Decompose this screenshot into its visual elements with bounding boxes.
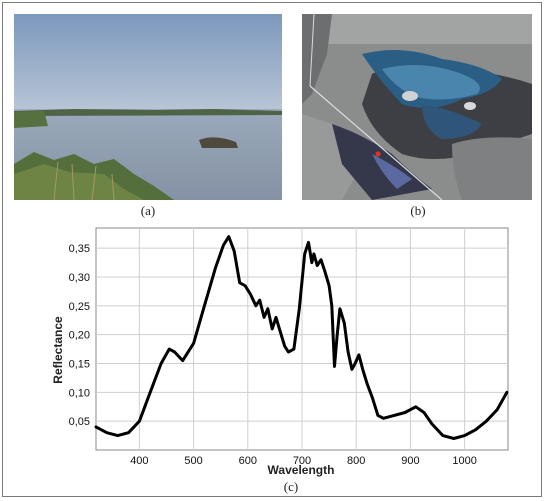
caption-c: (c) [283,479,299,494]
y-tick-label: 0,30 [69,272,90,284]
x-tick-label: 400 [130,455,148,467]
y-tick-label: 0,10 [69,387,90,399]
x-tick-label: 900 [401,455,419,467]
satellite-image-graphic [302,14,532,200]
caption-a: (a) [140,203,156,218]
figure-frame [2,2,542,497]
lake-photograph [14,14,282,200]
y-tick-label: 0,20 [69,330,90,342]
x-tick-label: 600 [239,455,257,467]
y-tick-label: 0,05 [69,416,90,428]
y-tick-label: 0,25 [69,301,90,313]
y-axis-title: Reflectance [51,316,65,384]
plot-area: 400 500 600 700 800 900 1000 0,05 0,10 0,15 0,20 0,… [69,227,509,467]
x-tick-label: 800 [347,455,365,467]
y-tick-label: 0,15 [69,359,90,371]
satellite-image [302,14,532,200]
reflectance-chart: Reflectance Wavelength 400 500 600 700 800 90… [51,227,509,477]
x-axis-title: Wavelength [268,463,335,477]
y-tick-label: 0,35 [69,243,90,255]
x-tick-label: 500 [184,455,202,467]
x-tick-label: 700 [293,455,311,467]
spectrum-line [94,235,509,440]
lake-photograph-graphic [14,14,282,200]
caption-b: (b) [410,203,426,218]
x-tick-label: 1000 [452,455,476,467]
